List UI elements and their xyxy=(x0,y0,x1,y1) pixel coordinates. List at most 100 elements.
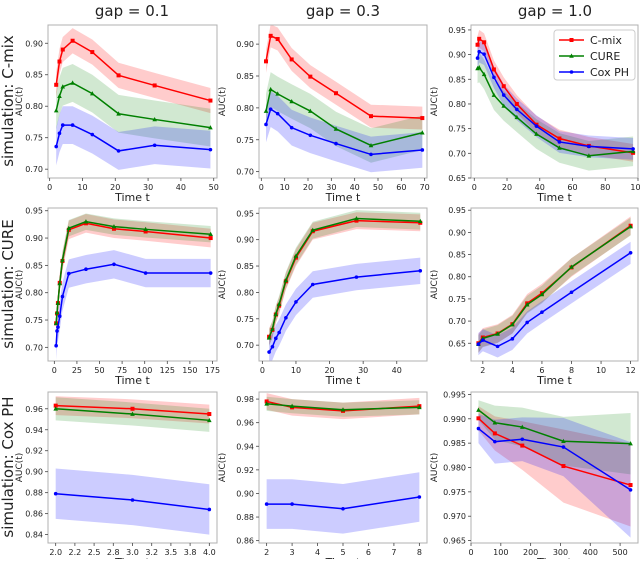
data-point-cure xyxy=(54,309,60,315)
x-tick-label: 10 xyxy=(280,183,290,192)
x-tick-label: 30 xyxy=(143,183,153,192)
data-point-cure xyxy=(557,145,562,150)
x-tick-label: 10 xyxy=(596,366,606,375)
x-tick-label: 30 xyxy=(358,366,368,375)
y-tick-label: 0.80 xyxy=(448,100,466,109)
x-tick-label: 125 xyxy=(160,366,175,375)
plot-area xyxy=(475,29,636,171)
x-tick-label: 70 xyxy=(420,183,430,192)
data-point-cure xyxy=(207,417,212,423)
confidence-band-cox-ph xyxy=(266,472,420,534)
data-point-c-mix xyxy=(514,101,519,106)
series-line-cure xyxy=(55,82,211,129)
confidence-band-c-mix xyxy=(56,28,211,114)
data-point-cox-ph xyxy=(310,282,315,287)
x-tick-label: 40 xyxy=(350,183,360,192)
data-point-cox-ph xyxy=(418,268,423,273)
data-point-cure xyxy=(630,148,636,154)
x-tick-label: 100 xyxy=(137,366,152,375)
data-point-c-mix xyxy=(143,229,148,234)
data-point-cure xyxy=(524,302,530,307)
x-tick-label: 2.5 xyxy=(88,548,101,557)
confidence-band-cox-ph xyxy=(478,241,631,358)
y-tick-label: 0.970 xyxy=(443,512,466,521)
y-tick-label: 0.96 xyxy=(25,405,43,414)
data-point-cure xyxy=(476,64,482,70)
axes-frame xyxy=(47,207,218,362)
data-point-cure xyxy=(268,86,273,92)
data-point-cure xyxy=(519,424,525,429)
data-point-cure xyxy=(501,103,507,108)
x-tick-label: 20 xyxy=(502,183,512,192)
x-tick-label: 3 xyxy=(290,548,295,557)
data-point-cure xyxy=(354,216,359,221)
series-line-cox-ph xyxy=(266,496,420,510)
data-point-cure xyxy=(491,92,497,97)
data-point-c-mix xyxy=(152,83,157,88)
data-point-cure xyxy=(534,131,539,136)
y-tick-label: 0.80 xyxy=(25,289,43,298)
x-tick-label: 12 xyxy=(626,366,636,375)
data-point-cox-ph xyxy=(475,56,480,60)
y-tick-label: 0.86 xyxy=(25,510,43,519)
data-point-cox-ph xyxy=(561,445,566,449)
data-point-cure xyxy=(270,326,275,331)
data-point-cox-ph xyxy=(515,107,519,112)
x-tick-label: 60 xyxy=(396,183,406,192)
y-tick-label: 0.995 xyxy=(443,390,466,399)
y-tick-label: 0.65 xyxy=(448,339,466,348)
y-tick-label: 0.70 xyxy=(25,165,43,174)
y-axis-label: AUC(t) xyxy=(15,453,25,483)
y-tick-label: 0.85 xyxy=(236,72,254,81)
series-line-cure xyxy=(477,66,634,157)
series-line-cox-ph xyxy=(55,263,211,346)
x-tick-label: 20 xyxy=(324,366,334,375)
data-point-cure xyxy=(57,93,62,98)
panel-r2-c2: 0.965 0.970 0.975 0.980 0.985 0.990 0.995 0 100 2… xyxy=(430,390,639,563)
x-tick-label: 40 xyxy=(392,366,402,375)
data-point-cure xyxy=(310,227,316,232)
legend-marker-cure xyxy=(569,53,574,58)
y-tick-label: 0.75 xyxy=(448,295,466,304)
data-point-c-mix xyxy=(308,74,313,79)
data-point-cox-ph xyxy=(290,502,294,506)
x-axis-label: Time t xyxy=(325,191,361,204)
data-point-cox-ph xyxy=(294,300,298,304)
series-line-cure xyxy=(55,220,211,324)
y-tick-label: 0.85 xyxy=(448,75,466,84)
data-point-c-mix xyxy=(207,412,212,417)
series-line-c-mix xyxy=(476,37,634,154)
x-tick-label: 0 xyxy=(472,183,477,192)
row-title-1: simulation: CURE xyxy=(0,219,17,348)
data-point-cox-ph xyxy=(369,152,373,157)
y-tick-label: 0.95 xyxy=(236,209,254,218)
y-tick-label: 0.65 xyxy=(448,174,466,183)
y-axis-label: AUC(t) xyxy=(430,453,440,483)
data-point-cox-ph xyxy=(417,495,422,499)
data-point-cox-ph xyxy=(493,439,497,444)
data-point-c-mix xyxy=(268,33,273,38)
x-tick-label: 300 xyxy=(553,548,568,557)
x-tick-label: 3.2 xyxy=(145,548,158,557)
data-point-cure xyxy=(308,108,313,113)
data-point-cure xyxy=(53,406,58,411)
data-point-cox-ph xyxy=(495,344,500,349)
panel-r0-c1: 0.70 0.75 0.80 0.85 0.90 0 10 20 30 40 50 60 70 AUC(t… xyxy=(218,24,430,204)
y-tick-label: 0.85 xyxy=(448,251,466,260)
plot-area xyxy=(476,216,633,358)
y-tick-label: 0.90 xyxy=(25,468,43,477)
x-tick-label: 3.8 xyxy=(184,548,197,557)
x-tick-label: 7 xyxy=(391,548,396,557)
data-point-c-mix xyxy=(116,73,121,78)
x-tick-label: 4 xyxy=(315,548,320,557)
data-point-cox-ph xyxy=(90,132,95,137)
data-point-cure xyxy=(208,125,213,130)
data-point-cure xyxy=(152,116,157,122)
x-tick-label: 25 xyxy=(72,366,82,375)
x-tick-label: 4 xyxy=(510,366,515,375)
x-tick-label: 8 xyxy=(569,366,574,375)
data-point-cure xyxy=(514,114,520,120)
plot-area xyxy=(53,213,213,360)
data-point-cox-ph xyxy=(534,124,539,128)
x-tick-label: 2 xyxy=(480,366,485,375)
